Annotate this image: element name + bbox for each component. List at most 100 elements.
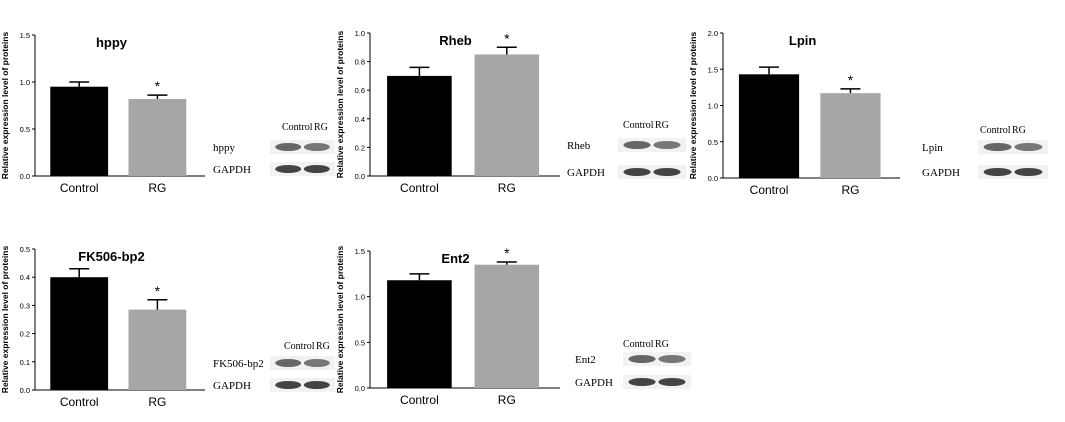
category-label: RG: [841, 183, 859, 197]
category-label: RG: [498, 393, 516, 407]
blot-header-rg: RG: [655, 339, 669, 350]
y-tick-label: 0.0: [355, 172, 365, 181]
significance-star: *: [848, 72, 854, 88]
y-tick-label: 0.0: [355, 384, 365, 393]
significance-star: *: [504, 30, 510, 46]
y-axis-label: Relative expression level of proteins: [688, 32, 698, 180]
bar-rg: [474, 264, 540, 388]
y-tick-label: 1.0: [708, 102, 718, 111]
blot-band: [623, 168, 651, 176]
y-axis-label: Relative expression level of proteins: [335, 246, 345, 394]
y-tick-label: 0.0: [20, 386, 30, 395]
blot-header-control: Control: [980, 125, 1011, 136]
bar-rg: [128, 309, 187, 390]
blot-band: [303, 359, 330, 367]
western-blot: Control RG Ent2 GAPDH: [575, 339, 691, 389]
y-tick-label: 0.5: [708, 138, 718, 147]
blot-header-rg: RG: [1012, 125, 1026, 136]
blot-header-control: Control: [623, 339, 654, 350]
category-label: RG: [498, 181, 516, 195]
blot-label-gapdh: GAPDH: [922, 167, 960, 179]
category-label: Control: [60, 395, 99, 409]
blot-header-control: Control: [623, 120, 654, 131]
blot-band: [623, 141, 651, 149]
y-tick-label: 0.0: [708, 174, 718, 183]
y-tick-label: 2.0: [708, 29, 718, 38]
blot-header-rg: RG: [316, 341, 330, 352]
y-tick-label: 1.0: [355, 29, 365, 38]
blot-label-gapdh: GAPDH: [213, 380, 251, 392]
blot-band: [653, 168, 681, 176]
blot-label-protein: Lpin: [922, 142, 943, 154]
western-blot: Control RG Rheb GAPDH: [567, 120, 686, 179]
y-tick-label: 0.1: [20, 358, 30, 367]
y-axis-label: Relative expression level of proteins: [0, 246, 10, 394]
y-axis-label: Relative expression level of proteins: [0, 32, 10, 180]
blot-header-rg: RG: [314, 122, 328, 133]
blot-band: [303, 165, 330, 173]
blot-band: [658, 355, 686, 363]
blot-band: [275, 359, 302, 367]
blot-band: [628, 378, 656, 386]
blot-band: [628, 355, 656, 363]
blot-band: [275, 381, 302, 389]
bar-control: [50, 86, 109, 176]
category-label: Control: [60, 181, 99, 195]
y-tick-label: 0.3: [20, 301, 30, 310]
blot-band: [275, 165, 302, 173]
y-tick-label: 0.0: [20, 172, 30, 181]
blot-label-protein: Rheb: [567, 140, 591, 152]
chart-title: Lpin: [789, 33, 816, 48]
blot-band: [983, 168, 1012, 176]
blot-band: [303, 143, 330, 151]
blot-band: [653, 141, 681, 149]
y-tick-label: 0.5: [20, 125, 30, 134]
blot-label-gapdh: GAPDH: [567, 167, 605, 179]
blot-label-protein: Ent2: [575, 354, 596, 366]
y-tick-label: 1.5: [20, 31, 30, 40]
category-label: Control: [750, 183, 789, 197]
y-tick-label: 0.2: [355, 143, 365, 152]
category-label: RG: [148, 181, 166, 195]
blot-header-control: Control: [284, 341, 315, 352]
chart-title: hppy: [96, 35, 128, 50]
y-tick-label: 0.4: [355, 115, 365, 124]
chart-title: FK506-bp2: [78, 249, 144, 264]
y-tick-label: 0.5: [355, 338, 365, 347]
y-tick-label: 1.0: [20, 78, 30, 87]
western-blot: Control RG Lpin GAPDH: [922, 125, 1048, 179]
bar-control: [738, 74, 800, 178]
category-label: Control: [400, 181, 439, 195]
bar-rg: [820, 93, 881, 178]
y-tick-label: 0.2: [20, 330, 30, 339]
chart-title: Ent2: [441, 251, 469, 266]
y-tick-label: 0.6: [355, 86, 365, 95]
y-tick-label: 1.0: [355, 293, 365, 302]
category-label: Control: [400, 393, 439, 407]
chart-panel-0: 0.0 0.5 1.0 1.5 Relative expression level of…: [0, 31, 335, 195]
blot-label-gapdh: GAPDH: [213, 164, 251, 176]
blot-band: [303, 381, 330, 389]
blot-band: [1014, 168, 1043, 176]
y-tick-label: 1.5: [355, 247, 365, 256]
y-tick-label: 0.8: [355, 58, 365, 67]
bar-control: [387, 280, 452, 388]
bar-rg: [128, 98, 187, 176]
blot-header-rg: RG: [655, 120, 669, 131]
chart-title: Rheb: [439, 33, 472, 48]
y-tick-label: 1.5: [708, 65, 718, 74]
significance-star: *: [155, 283, 161, 299]
chart-panel-4: 0.0 0.5 1.0 1.5 Relative expression level of…: [335, 245, 691, 407]
significance-star: *: [504, 245, 510, 261]
y-tick-label: 0.4: [20, 273, 30, 282]
blot-label-gapdh: GAPDH: [575, 377, 613, 389]
western-blot: Control RG FK506-bp2 GAPDH: [213, 341, 335, 392]
blot-label-protein: hppy: [213, 142, 236, 154]
significance-star: *: [155, 78, 161, 94]
blot-band: [983, 143, 1012, 151]
bar-rg: [474, 54, 540, 177]
y-axis-label: Relative expression level of proteins: [335, 31, 345, 179]
y-tick-label: 0.5: [20, 245, 30, 254]
category-label: RG: [148, 395, 166, 409]
blot-band: [1014, 143, 1043, 151]
